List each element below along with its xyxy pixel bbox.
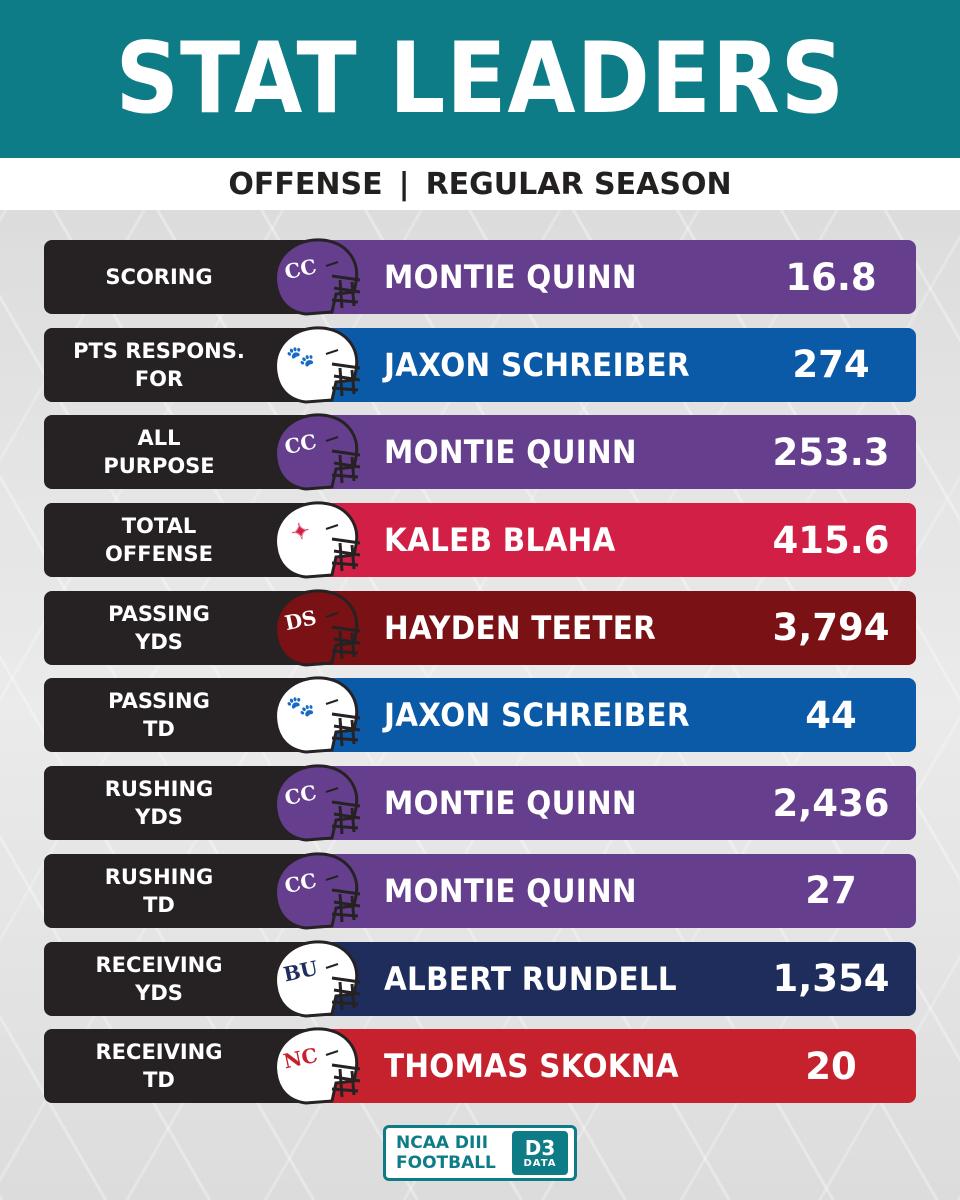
player-name: JAXON SCHREIBER	[384, 696, 690, 735]
stat-value: 3,794	[772, 606, 890, 650]
stat-category: ALL PURPOSE	[44, 415, 314, 490]
leader-row: PASSING TD JAXON SCHREIBER 44 🐾	[44, 676, 916, 754]
player-name: THOMAS SKOKNA	[384, 1047, 679, 1086]
leader-bar: MONTIE QUINN 253.3	[314, 415, 916, 490]
svg-text:✦: ✦	[289, 518, 312, 547]
stat-value: 16.8	[785, 255, 877, 299]
white-cardinal-helmet-icon: ✦	[274, 501, 361, 579]
purple-cc-helmet-icon: CC	[274, 413, 361, 491]
leader-row: PTS RESPONS. FOR JAXON SCHREIBER 274 🐾	[44, 326, 916, 404]
white-bobcat-helmet-icon: 🐾	[274, 676, 361, 754]
leader-row: SCORING MONTIE QUINN 16.8 CC	[44, 238, 916, 316]
leader-row: RUSHING TD MONTIE QUINN 27 CC	[44, 852, 916, 930]
logo-text: NCAA DIII FOOTBALL	[396, 1133, 496, 1173]
white-nc-helmet-icon: NC	[274, 1027, 361, 1105]
stat-value: 20	[805, 1044, 857, 1088]
subtitle-offense: OFFENSE	[228, 166, 383, 202]
stat-value: 44	[805, 693, 857, 737]
player-name: MONTIE QUINN	[384, 871, 637, 910]
subtitle-separator: |	[398, 166, 410, 202]
leader-bar: MONTIE QUINN 16.8	[314, 240, 916, 314]
page-title: STAT LEADERS	[115, 22, 845, 136]
leader-row: RECEIVING YDS ALBERT RUNDELL 1,354 BU	[44, 939, 916, 1018]
stat-category: SCORING	[44, 240, 314, 314]
stat-category: TOTAL OFFENSE	[44, 503, 314, 578]
leader-bar: JAXON SCHREIBER 44	[314, 678, 916, 753]
white-bobcat-helmet-icon: 🐾	[274, 326, 361, 404]
subtitle-bar: OFFENSE | REGULAR SEASON	[0, 158, 960, 210]
leaders-list: SCORING MONTIE QUINN 16.8 CC PTS RESPONS. FO…	[44, 238, 916, 1117]
leader-bar: KALEB BLAHA 415.6	[314, 503, 916, 578]
stat-value: 415.6	[772, 518, 890, 562]
header-banner: STAT LEADERS	[0, 0, 960, 158]
leader-bar: MONTIE QUINN 2,436	[314, 766, 916, 841]
badge-bottom: DATA	[523, 1157, 557, 1169]
leader-row: ALL PURPOSE MONTIE QUINN 253.3 CC	[44, 413, 916, 491]
leader-bar: MONTIE QUINN 27	[314, 853, 916, 928]
badge-top: D3	[524, 1135, 556, 1160]
player-name: MONTIE QUINN	[384, 433, 637, 472]
white-bu-helmet-icon: BU	[274, 939, 361, 1018]
svg-text:🐾: 🐾	[284, 341, 316, 372]
leader-bar: ALBERT RUNDELL 1,354	[314, 941, 916, 1016]
purple-cc-helmet-icon: CC	[274, 852, 361, 930]
stat-category: PASSING YDS	[44, 590, 314, 665]
leader-bar: HAYDEN TEETER 3,794	[314, 590, 916, 665]
player-name: JAXON SCHREIBER	[384, 345, 690, 384]
stat-category: RUSHING YDS	[44, 766, 314, 841]
stat-category: RUSHING TD	[44, 853, 314, 928]
player-name: KALEB BLAHA	[384, 521, 616, 560]
subtitle-season: REGULAR SEASON	[425, 166, 732, 202]
stat-category: RECEIVING YDS	[44, 941, 314, 1016]
player-name: MONTIE QUINN	[384, 258, 637, 296]
ncaa-diii-football-logo: NCAA DIII FOOTBALL D3 DATA	[383, 1125, 577, 1181]
d3-data-badge: D3 DATA	[512, 1131, 568, 1175]
stat-value: 27	[805, 869, 857, 913]
player-name: MONTIE QUINN	[384, 784, 637, 823]
leader-bar: JAXON SCHREIBER 274	[314, 327, 916, 402]
maroon-ds-helmet-icon: DS	[274, 589, 361, 667]
stat-value: 253.3	[772, 430, 890, 474]
leader-bar: THOMAS SKOKNA 20	[314, 1029, 916, 1104]
stat-value: 2,436	[772, 781, 890, 825]
stat-category: PTS RESPONS. FOR	[44, 327, 314, 402]
purple-cc-helmet-icon: CC	[274, 238, 361, 316]
leader-row: RUSHING YDS MONTIE QUINN 2,436 CC	[44, 764, 916, 842]
player-name: HAYDEN TEETER	[384, 608, 657, 647]
svg-text:🐾: 🐾	[284, 692, 316, 723]
leader-row: PASSING YDS HAYDEN TEETER 3,794 DS	[44, 589, 916, 667]
stat-value: 1,354	[772, 957, 890, 1000]
stat-category: RECEIVING TD	[44, 1029, 314, 1104]
purple-cc-helmet-icon: CC	[274, 764, 361, 842]
leader-row: TOTAL OFFENSE KALEB BLAHA 415.6 ✦	[44, 501, 916, 579]
leader-row: RECEIVING TD THOMAS SKOKNA 20 NC	[44, 1027, 916, 1105]
stat-value: 274	[792, 343, 870, 387]
stat-category: PASSING TD	[44, 678, 314, 753]
player-name: ALBERT RUNDELL	[384, 959, 677, 998]
